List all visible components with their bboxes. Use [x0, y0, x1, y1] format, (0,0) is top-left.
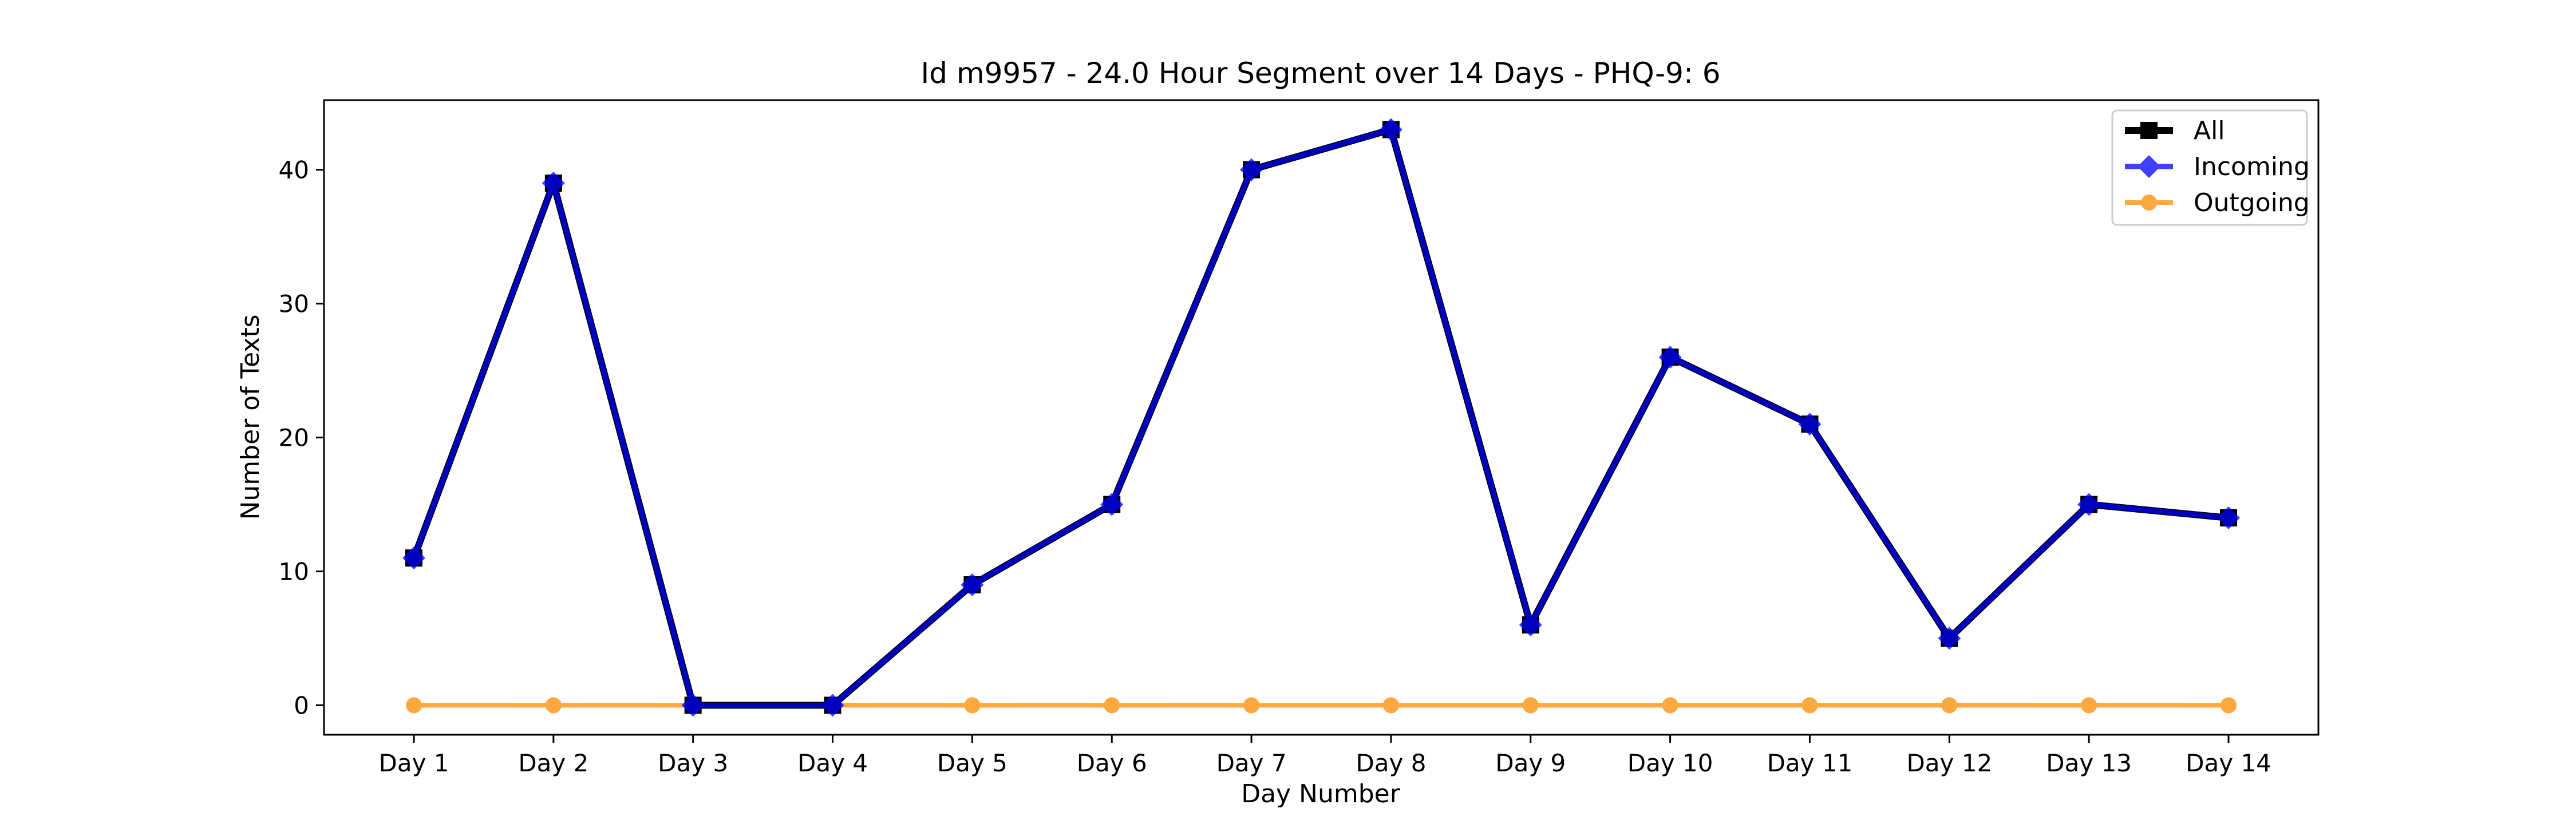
data-point-incoming: [1240, 158, 1263, 181]
legend-label-all: All: [2194, 116, 2225, 145]
y-tick-label: 40: [279, 156, 309, 184]
legend-label-incoming: Incoming: [2194, 152, 2310, 181]
x-tick-label: Day 13: [2046, 749, 2132, 777]
data-point-outgoing: [1941, 697, 1958, 714]
data-point-outgoing: [1243, 697, 1260, 714]
y-tick-label: 20: [279, 424, 309, 452]
series-outgoing: [406, 697, 2237, 714]
legend-marker-all: [2140, 122, 2158, 139]
data-point-outgoing: [1382, 697, 1399, 714]
y-tick-label: 0: [294, 692, 309, 720]
data-point-outgoing: [2221, 697, 2237, 714]
data-point-incoming: [1798, 413, 1822, 436]
y-tick-label: 10: [279, 558, 309, 586]
x-tick-label: Day 2: [518, 749, 588, 777]
data-point-outgoing: [1662, 697, 1678, 714]
legend-swatch-incoming: [2125, 155, 2173, 178]
x-tick-label: Day 9: [1495, 749, 1566, 777]
x-tick-label: Day 5: [937, 749, 1008, 777]
x-tick-label: Day 8: [1356, 749, 1426, 777]
data-point-outgoing: [545, 697, 562, 714]
x-axis: Day 1 Day 2 Day 3 Day 4 Day 5 Day 6 Day 7 Day 8…: [378, 735, 2271, 777]
legend: All Incoming Outgoing: [2111, 109, 2310, 226]
data-point-outgoing: [1104, 697, 1120, 714]
data-point-outgoing: [2081, 697, 2097, 714]
data-point-outgoing: [1801, 697, 1818, 714]
x-tick-label: Day 10: [1627, 749, 1713, 777]
data-point-outgoing: [964, 697, 981, 714]
legend-marker-incoming: [2138, 155, 2160, 178]
x-tick-label: Day 14: [2186, 749, 2271, 777]
series-incoming: [402, 118, 2240, 717]
x-tick-label: Day 4: [797, 749, 868, 777]
x-tick-label: Day 3: [658, 749, 728, 777]
x-tick-label: Day 11: [1767, 749, 1853, 777]
data-point-incoming: [1519, 613, 1542, 637]
y-axis-label: Number of Texts: [236, 314, 265, 520]
data-point-outgoing: [1522, 697, 1539, 714]
data-point-incoming: [1379, 118, 1402, 141]
legend-box: [2111, 109, 2308, 226]
data-point-outgoing: [406, 697, 422, 714]
data-point-incoming: [1100, 493, 1124, 516]
legend-swatch-all: [2125, 122, 2173, 139]
y-tick-label: 30: [279, 290, 309, 318]
chart-title: Id m9957 - 24.0 Hour Segment over 14 Day…: [920, 57, 1720, 90]
series-line-incoming: [411, 126, 2229, 708]
plot-frame: [323, 99, 2320, 736]
x-tick-label: Day 1: [378, 749, 449, 777]
data-point-incoming: [2077, 493, 2101, 516]
legend-label-outgoing: Outgoing: [2194, 188, 2310, 217]
legend-swatch-outgoing: [2125, 195, 2173, 211]
y-axis: 0 10 20 30 40: [279, 156, 324, 720]
data-point-incoming: [1658, 346, 1682, 369]
legend-marker-outgoing: [2141, 195, 2157, 211]
data-point-incoming: [402, 546, 425, 570]
data-point-incoming: [821, 694, 844, 717]
data-point-incoming: [681, 694, 705, 717]
x-axis-label: Day Number: [1241, 779, 1401, 809]
plot-area: [402, 118, 2240, 717]
x-tick-label: Day 12: [1906, 749, 1992, 777]
series-line-all: [410, 126, 2229, 709]
data-point-incoming: [542, 172, 565, 195]
data-point-incoming: [1938, 627, 1961, 650]
data-point-incoming: [2217, 506, 2240, 529]
x-tick-label: Day 6: [1077, 749, 1147, 777]
data-point-incoming: [961, 573, 984, 596]
x-tick-label: Day 7: [1216, 749, 1287, 777]
